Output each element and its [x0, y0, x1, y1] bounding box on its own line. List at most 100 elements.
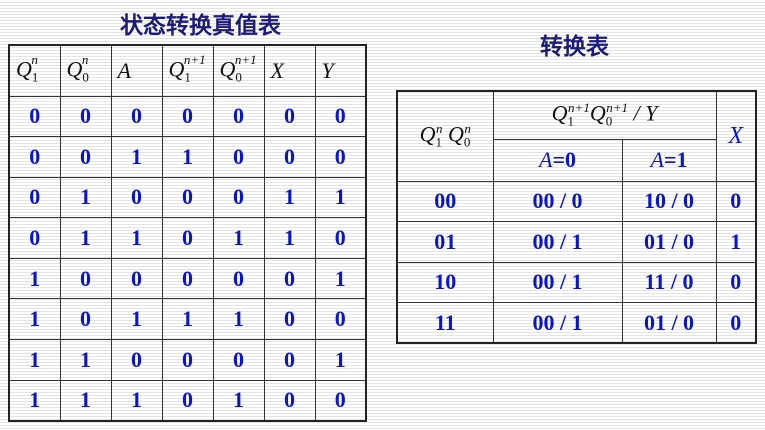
column-header: X: [263, 44, 316, 97]
cell: 0: [263, 298, 316, 341]
cell: 10 / 0: [621, 180, 717, 222]
cell: 0: [212, 95, 265, 138]
cell: 1: [59, 217, 112, 259]
cell: 1: [8, 379, 61, 422]
column-header: Q1n+1: [161, 44, 214, 97]
cell: 1: [8, 257, 61, 300]
cell: 0: [263, 379, 316, 422]
cell: 0: [110, 95, 163, 138]
cell: 1: [59, 176, 112, 219]
cell: 0: [212, 257, 265, 300]
cell: 0: [8, 217, 61, 259]
cell: 1: [110, 298, 163, 341]
cell: 0: [715, 261, 757, 303]
cell: 1: [161, 298, 214, 341]
cell: 1: [59, 339, 112, 381]
cell: 1: [212, 298, 265, 341]
cell: 1: [8, 298, 61, 341]
cell: 0: [314, 95, 367, 138]
cell: 0: [59, 298, 112, 341]
cell: 0: [715, 302, 757, 344]
cell: 0: [212, 339, 265, 381]
cell: 1: [8, 339, 61, 381]
column-header: Q0n: [59, 44, 112, 97]
next-state-output-header: Q1n+1Q0n+1 / Y: [492, 90, 717, 140]
cell: 0: [314, 136, 367, 178]
cell: 00 / 1: [492, 302, 623, 344]
cell: 0: [8, 95, 61, 138]
cell: 11: [396, 302, 494, 344]
cell: 11 / 0: [621, 261, 717, 303]
cell: 0: [314, 217, 367, 259]
cell: 1: [110, 379, 163, 422]
a1-header: A=1: [621, 138, 717, 182]
present-state-header: Q1n Q0n: [396, 90, 494, 182]
cell: 0: [212, 136, 265, 178]
cell: 0: [161, 257, 214, 300]
cell: 1: [263, 176, 316, 219]
cell: 1: [161, 136, 214, 178]
cell: 0: [715, 180, 757, 222]
cell: 0: [59, 95, 112, 138]
x-header: X: [715, 90, 757, 182]
cell: 0: [110, 339, 163, 381]
cell: 0: [314, 298, 367, 341]
cell: 0: [110, 257, 163, 300]
cell: 0: [59, 257, 112, 300]
cell: 00 / 1: [492, 261, 623, 303]
cell: 0: [161, 379, 214, 422]
cell: 0: [263, 257, 316, 300]
transition-table: Q1n Q0n Q1n+1Q0n+1 / Y X A=0 A=1 00 00 / …: [396, 90, 758, 344]
transition-table-title: 转换表: [540, 34, 609, 60]
a0-header: A=0: [492, 138, 623, 182]
cell: 0: [161, 95, 214, 138]
column-header: Y: [314, 44, 367, 97]
cell: 0: [161, 217, 214, 259]
cell: 1: [314, 339, 367, 381]
cell: 0: [8, 176, 61, 219]
cell: 00: [396, 180, 494, 222]
column-header: A: [110, 44, 163, 97]
cell: 00 / 1: [492, 221, 623, 263]
cell: 1: [110, 136, 163, 178]
cell: 0: [212, 176, 265, 219]
cell: 00 / 0: [492, 180, 623, 222]
cell: 1: [314, 176, 367, 219]
column-header: Q1n: [8, 44, 61, 97]
cell: 01 / 0: [621, 302, 717, 344]
cell: 0: [161, 339, 214, 381]
cell: 1: [263, 217, 316, 259]
cell: 0: [59, 136, 112, 178]
cell: 0: [110, 176, 163, 219]
cell: 1: [110, 217, 163, 259]
cell: 0: [263, 339, 316, 381]
cell: 1: [715, 221, 757, 263]
cell: 0: [8, 136, 61, 178]
cell: 01: [396, 221, 494, 263]
cell: 0: [263, 136, 316, 178]
truth-table-title: 状态转换真值表: [120, 13, 281, 39]
cell: 1: [212, 217, 265, 259]
cell: 10: [396, 261, 494, 303]
cell: 0: [161, 176, 214, 219]
cell: 0: [263, 95, 316, 138]
cell: 1: [314, 257, 367, 300]
header-row: Q1n Q0n A Q1n+1 Q0n+1 X Y: [8, 44, 367, 97]
cell: 1: [59, 379, 112, 422]
cell: 01 / 0: [621, 221, 717, 263]
cell: 1: [212, 379, 265, 422]
column-header: Q0n+1: [212, 44, 265, 97]
